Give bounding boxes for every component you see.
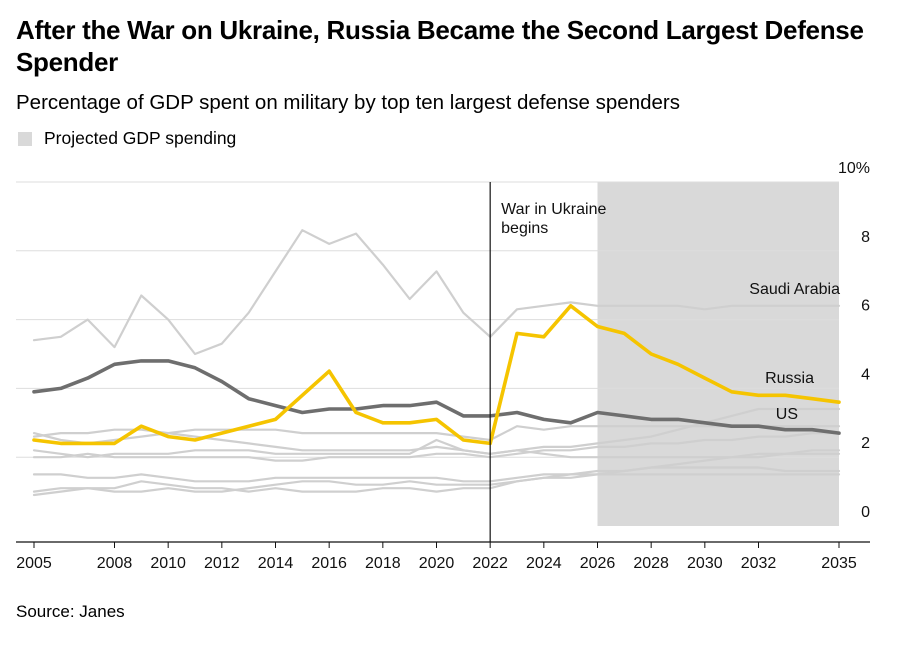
series-line-other [32,452,841,493]
x-tick-label: 2022 [472,555,508,572]
x-tick-label: 2014 [258,555,294,572]
series-line-other [32,473,841,497]
x-tick-label: 2032 [741,555,777,572]
annotation-text: War in Ukraine [501,201,606,218]
x-tick-label: 2024 [526,555,562,572]
legend-swatch-projected [18,131,32,146]
x-tick-label: 2018 [365,555,401,572]
annotation-text: begins [501,220,548,237]
series-line-other [32,425,841,442]
x-tick-label: 2035 [821,555,857,572]
x-tick-label: 2008 [97,555,133,572]
source-note: Source: Janes [16,602,125,621]
x-tick-label: 2012 [204,555,240,572]
y-tick-label: 6 [861,298,870,315]
series-label-russia: Russia [765,370,814,387]
series-line-other [32,432,841,462]
x-tick-label: 2028 [633,555,669,572]
series-line-russia [32,303,841,446]
chart-subtitle: Percentage of GDP spent on military by t… [16,91,680,114]
series-line-other [32,466,841,483]
y-tick-label: 2 [861,435,870,452]
x-tick-label: 2026 [580,555,616,572]
y-tick-label: 0 [861,504,870,521]
legend: Projected GDP spending [18,128,236,149]
y-tick-label: 8 [861,229,870,246]
x-tick-label: 2020 [419,555,455,572]
y-tick-label: 4 [861,366,870,383]
series-label-saudi-arabia: Saudi Arabia [749,281,840,298]
x-tick-label: 2030 [687,555,723,572]
series-line-us [32,359,841,435]
y-tick-label: 10% [838,160,870,177]
x-tick-label: 2016 [311,555,347,572]
legend-label-projected: Projected GDP spending [44,128,237,148]
x-tick-label: 2010 [150,555,186,572]
series-label-us: US [776,406,798,423]
chart-title: After the War on Ukraine, Russia Became … [16,15,864,77]
x-tick-label: 2005 [16,555,52,572]
series-line-saudi-arabia [32,229,841,356]
